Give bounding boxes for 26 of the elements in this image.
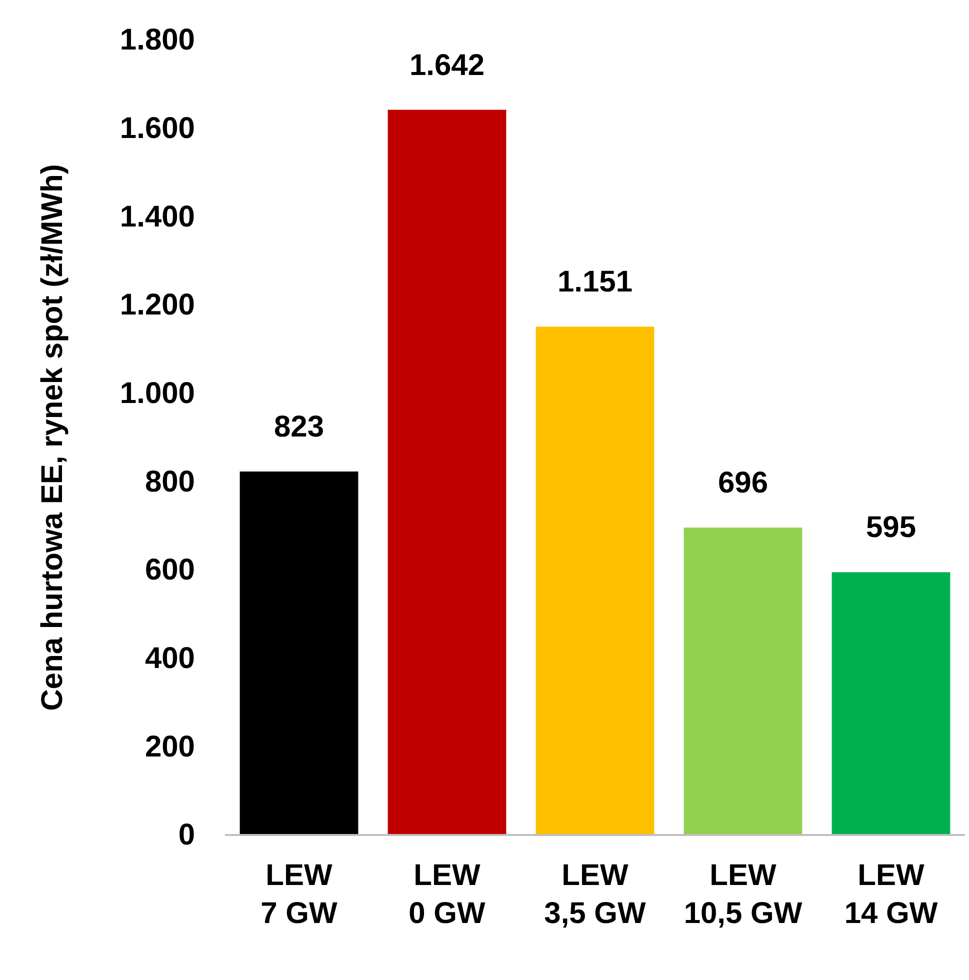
y-tick-label: 200 bbox=[144, 730, 195, 764]
data-label: 1.642 bbox=[409, 48, 485, 82]
y-tick-label: 0 bbox=[178, 818, 195, 852]
bar bbox=[832, 572, 950, 835]
x-tick-label: LEW 7 GW bbox=[260, 859, 338, 930]
bar bbox=[240, 472, 358, 835]
bar bbox=[388, 110, 506, 835]
y-tick-label: 800 bbox=[144, 465, 195, 498]
y-tick-label: 400 bbox=[144, 642, 195, 675]
x-tick-label: LEW 3,5 GW bbox=[544, 859, 647, 930]
x-tick-label: LEW 0 GW bbox=[408, 859, 486, 930]
y-tick-label: 1.000 bbox=[120, 376, 195, 410]
y-tick-label: 600 bbox=[144, 554, 195, 587]
y-tick-label: 1.400 bbox=[120, 200, 195, 234]
data-label: 823 bbox=[274, 410, 324, 444]
y-tick-label: 1.200 bbox=[120, 288, 195, 322]
data-label: 595 bbox=[866, 511, 916, 544]
x-tick-label: LEW 10,5 GW bbox=[684, 859, 803, 930]
bar bbox=[536, 326, 654, 835]
y-axis-title: Cena hurtowa EE, rynek spot (zł/MWh) bbox=[36, 164, 69, 711]
bar bbox=[684, 528, 802, 835]
data-label: 696 bbox=[718, 466, 768, 500]
y-tick-label: 1.800 bbox=[120, 24, 195, 57]
data-label: 1.151 bbox=[557, 266, 633, 299]
x-tick-label: LEW 14 GW bbox=[844, 859, 938, 930]
y-tick-label: 1.600 bbox=[120, 112, 195, 145]
